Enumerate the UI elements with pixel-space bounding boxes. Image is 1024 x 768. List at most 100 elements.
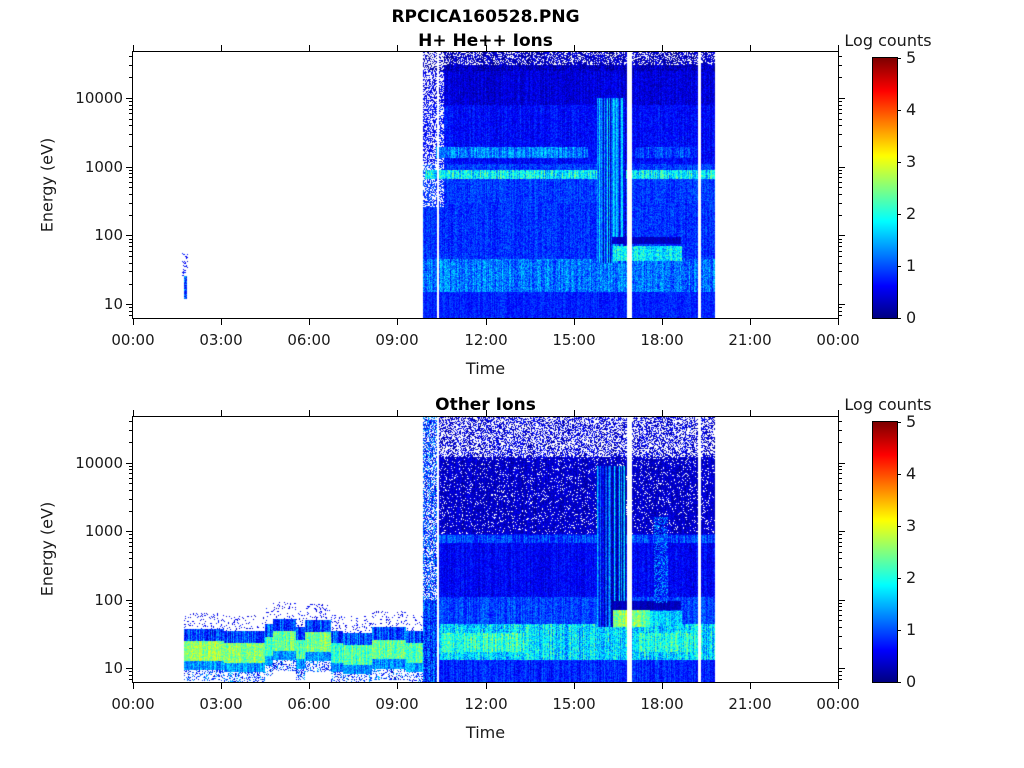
x-tick-label: 06:00	[287, 695, 331, 713]
axis-tick	[750, 682, 751, 689]
y-tick-label: 1000	[84, 522, 123, 540]
x-tick-label: 15:00	[552, 331, 596, 349]
axis-tick	[838, 679, 842, 680]
axis-tick	[129, 542, 133, 543]
panel1-colorbar-label: Log counts	[844, 31, 932, 50]
axis-tick	[129, 105, 133, 106]
axis-tick	[897, 318, 901, 319]
colorbar-h-he-ions	[873, 58, 897, 318]
axis-tick	[129, 215, 133, 216]
axis-tick	[129, 675, 133, 676]
axis-tick	[126, 600, 133, 601]
axis-tick	[309, 45, 310, 52]
axis-tick	[129, 307, 133, 308]
axis-tick	[129, 56, 133, 57]
axis-tick	[838, 615, 842, 616]
panel2-title: Other Ions	[435, 395, 536, 415]
axis-tick	[838, 125, 842, 126]
axis-tick	[838, 256, 842, 257]
axis-tick	[838, 251, 842, 252]
axis-tick	[750, 318, 751, 325]
axis-tick	[897, 630, 901, 631]
axis-tick	[133, 45, 134, 52]
x-tick-label: 09:00	[375, 695, 419, 713]
axis-tick	[838, 45, 839, 52]
axis-tick	[129, 194, 133, 195]
axis-tick	[486, 318, 487, 325]
axis-tick	[129, 246, 133, 247]
x-tick-label: 12:00	[464, 695, 508, 713]
axis-tick	[129, 627, 133, 628]
axis-tick	[838, 552, 842, 553]
axis-tick	[838, 542, 842, 543]
axis-tick	[838, 119, 842, 120]
panel2-yaxis-label: Energy (eV)	[37, 501, 57, 597]
axis-tick	[397, 410, 398, 417]
axis-tick	[838, 600, 845, 601]
axis-tick	[838, 173, 842, 174]
axis-tick	[662, 682, 663, 689]
y-tick-label: 10000	[75, 89, 123, 107]
axis-tick	[838, 442, 842, 443]
axis-tick	[129, 170, 133, 171]
axis-tick	[838, 567, 842, 568]
axis-tick	[838, 648, 842, 649]
axis-tick	[309, 682, 310, 689]
axis-tick	[221, 410, 222, 417]
axis-tick	[838, 239, 842, 240]
axis-tick	[129, 558, 133, 559]
axis-tick	[897, 162, 901, 163]
axis-tick	[129, 648, 133, 649]
axis-tick	[309, 410, 310, 417]
axis-tick	[897, 682, 901, 683]
axis-tick	[838, 499, 842, 500]
axis-tick	[574, 410, 575, 417]
axis-tick	[838, 113, 842, 114]
axis-tick	[838, 203, 842, 204]
axis-tick	[838, 304, 845, 305]
axis-tick	[397, 45, 398, 52]
colorbar-tick-label: 0	[906, 672, 917, 691]
y-tick-label: 100	[94, 226, 123, 244]
axis-tick	[838, 421, 842, 422]
axis-tick	[838, 187, 842, 188]
x-tick-label: 09:00	[375, 331, 419, 349]
axis-tick	[897, 266, 901, 267]
y-tick-label: 1000	[84, 158, 123, 176]
figure-title: RPCICA160528.PNG	[391, 7, 580, 27]
axis-tick	[133, 410, 134, 417]
axis-tick	[129, 109, 133, 110]
x-tick-label: 00:00	[816, 331, 860, 349]
axis-tick	[129, 271, 133, 272]
axis-tick	[129, 177, 133, 178]
axis-tick	[838, 105, 842, 106]
axis-tick	[750, 410, 751, 417]
axis-tick	[129, 534, 133, 535]
axis-tick	[129, 466, 133, 467]
axis-tick	[838, 534, 842, 535]
axis-tick	[838, 469, 842, 470]
x-tick-label: 06:00	[287, 331, 331, 349]
axis-tick	[221, 682, 222, 689]
x-tick-label: 00:00	[111, 331, 155, 349]
axis-tick	[838, 410, 839, 417]
axis-tick	[838, 478, 842, 479]
axis-tick	[574, 318, 575, 325]
axis-tick	[129, 615, 133, 616]
axis-tick	[838, 177, 842, 178]
axis-tick	[129, 490, 133, 491]
colorbar-tick-label: 5	[906, 48, 917, 67]
colorbar-tick-label: 2	[906, 568, 917, 587]
axis-tick	[838, 511, 842, 512]
x-tick-label: 12:00	[464, 331, 508, 349]
colorbar-tick-label: 3	[906, 516, 917, 535]
axis-tick	[662, 45, 663, 52]
axis-tick	[838, 246, 842, 247]
axis-tick	[838, 284, 842, 285]
colorbar-tick-label: 2	[906, 204, 917, 223]
axis-tick	[126, 668, 133, 669]
axis-tick	[129, 579, 133, 580]
axis-tick	[662, 410, 663, 417]
axis-tick	[486, 410, 487, 417]
colorbar-tick-label: 1	[906, 256, 917, 275]
